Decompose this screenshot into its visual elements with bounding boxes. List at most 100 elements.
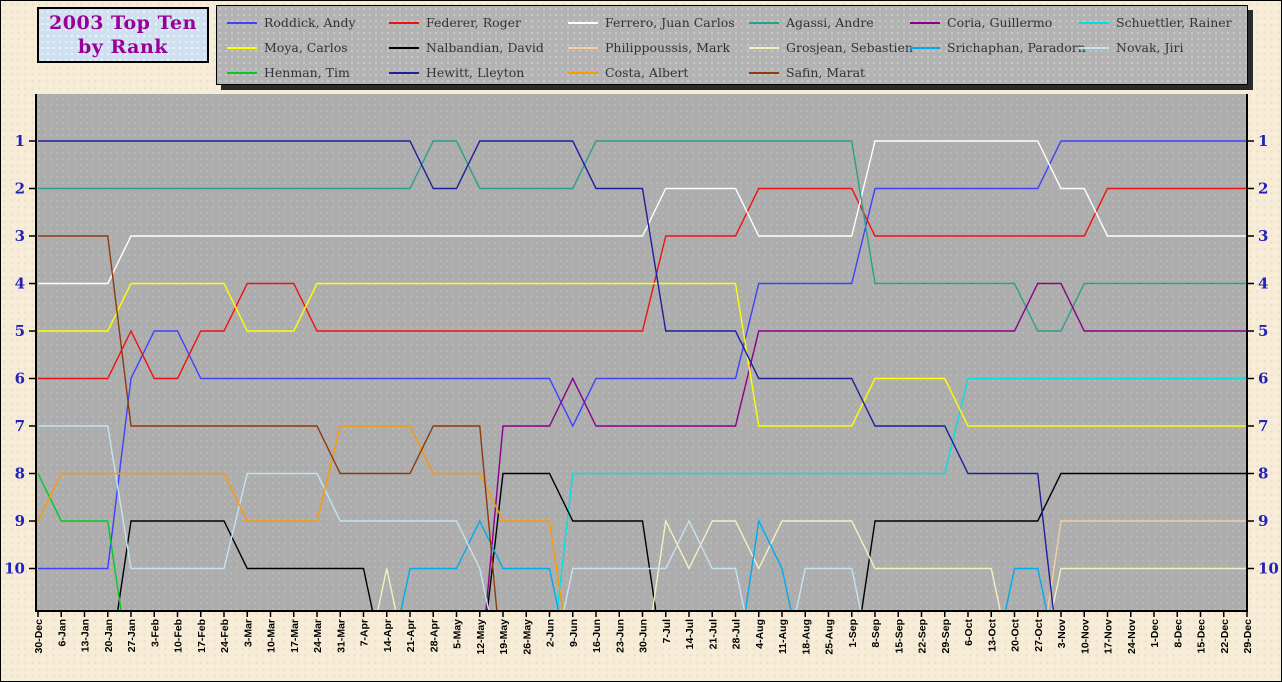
- legend-label: Coria, Guillermo: [947, 15, 1053, 30]
- x-axis-label: 12-May: [475, 619, 487, 655]
- x-axis-label: 13-Jan: [80, 619, 92, 652]
- x-axis-label: 24-Mar: [312, 619, 324, 653]
- x-axis-label: 17-Nov: [1103, 619, 1115, 654]
- y-axis-label-left: 2: [15, 180, 25, 198]
- legend-item-moya: Moya, Carlos: [227, 40, 389, 55]
- legend: Roddick, Andy Federer, Roger Ferrero, Juan…: [216, 5, 1248, 85]
- legend-item-schuettler: Schuettler, Rainer: [1079, 15, 1247, 30]
- y-axis-label-left: 7: [15, 417, 25, 435]
- chart-title-line2: by Rank: [78, 36, 168, 58]
- x-axis-label: 4-Aug: [754, 619, 766, 649]
- y-axis-label-right: 6: [1258, 370, 1268, 388]
- legend-label: Grosjean, Sebastien: [786, 40, 913, 55]
- chart-title-line1: 2003 Top Ten: [49, 12, 197, 34]
- x-axis-label: 16-Jun: [591, 619, 603, 653]
- x-axis-label: 18-Aug: [800, 619, 812, 655]
- series-line-hewitt: [38, 140, 1055, 611]
- legend-item-ferrero: Ferrero, Juan Carlos: [568, 15, 749, 30]
- series-line-agassi: [38, 140, 1247, 332]
- legend-label: Hewitt, Lleyton: [426, 65, 525, 80]
- series-line-moya: [38, 282, 1247, 427]
- x-axis-label: 22-Sep: [917, 619, 929, 653]
- legend-label: Philippoussis, Mark: [605, 40, 731, 55]
- legend-line-swatch: [389, 21, 419, 24]
- chart-title-box: 2003 Top Ten by Rank: [37, 7, 209, 63]
- legend-label: Nalbandian, David: [426, 40, 544, 55]
- legend-line-swatch: [227, 21, 257, 24]
- plot-area: [36, 94, 1247, 611]
- x-axis-label: 29-Dec: [1242, 619, 1254, 654]
- x-axis-label: 6-Oct: [963, 619, 975, 646]
- legend-label: Schuettler, Rainer: [1116, 15, 1232, 30]
- y-axis-label-right: 4: [1258, 275, 1268, 293]
- x-axis-label: 19-May: [498, 619, 510, 655]
- legend-item-safin: Safin, Marat: [749, 65, 910, 80]
- legend-item-hewitt: Hewitt, Lleyton: [389, 65, 568, 80]
- x-axis-label: 20-Oct: [1010, 619, 1022, 652]
- x-axis-label: 6-Jan: [56, 619, 68, 646]
- y-axis-label-left: 4: [15, 275, 25, 293]
- x-axis-label: 20-Jan: [103, 619, 115, 652]
- x-axis-label: 10-Nov: [1079, 619, 1091, 654]
- x-axis-label: 21-Jul: [707, 619, 719, 649]
- legend-line-swatch: [568, 71, 598, 74]
- x-axis-label: 26-May: [521, 619, 533, 655]
- x-axis-label: 22-Dec: [1219, 619, 1231, 654]
- y-axis-label-right: 5: [1258, 322, 1268, 340]
- y-axis-label-left: 9: [15, 512, 25, 530]
- x-axis-label: 15-Sep: [893, 619, 905, 653]
- x-axis-label: 25-Aug: [824, 619, 836, 655]
- legend-item-federer: Federer, Roger: [389, 15, 568, 30]
- x-axis-label: 3-Mar: [242, 619, 254, 647]
- legend-item-srichaphan: Srichaphan, Paradorn: [910, 40, 1086, 55]
- legend-label: Safin, Marat: [786, 65, 866, 80]
- x-axis-label: 5-May: [452, 619, 464, 649]
- legend-line-swatch: [568, 21, 598, 24]
- x-axis-label: 30-Dec: [33, 619, 45, 654]
- x-axis-label: 14-Jul: [684, 619, 696, 649]
- y-axis-label-left: 6: [15, 370, 25, 388]
- legend-label: Novak, Jiri: [1116, 40, 1184, 55]
- series-line-schuettler: [556, 377, 1247, 611]
- x-axis-label: 17-Feb: [196, 619, 208, 653]
- legend-label: Agassi, Andre: [786, 15, 874, 30]
- legend-line-swatch: [389, 71, 419, 74]
- legend-line-swatch: [568, 46, 598, 49]
- y-axis-label-left: 1: [15, 132, 25, 150]
- y-axis-label-left: 8: [15, 465, 25, 483]
- x-axis-label: 28-Apr: [428, 619, 440, 652]
- x-axis-label: 28-Jul: [731, 619, 743, 649]
- x-axis-label: 10-Mar: [266, 619, 278, 653]
- x-axis-label: 2-Jun: [545, 619, 557, 647]
- x-axis-label: 7-Jul: [661, 619, 673, 644]
- x-axis-label: 29-Sep: [940, 619, 952, 653]
- legend-item-agassi: Agassi, Andre: [749, 15, 910, 30]
- legend-item-coria: Coria, Guillermo: [910, 15, 1079, 30]
- legend-label: Srichaphan, Paradorn: [947, 40, 1086, 55]
- series-lines: [37, 140, 1247, 611]
- legend-line-swatch: [749, 71, 779, 74]
- x-axis-label: 27-Oct: [1033, 619, 1045, 652]
- x-axis-label: 24-Nov: [1126, 619, 1138, 654]
- legend-label: Costa, Albert: [605, 65, 689, 80]
- x-axis-label: 8-Sep: [870, 619, 882, 648]
- x-axis-label: 11-Aug: [777, 619, 789, 654]
- series-line-costa: [37, 425, 564, 611]
- x-axis-label: 13-Oct: [986, 619, 998, 652]
- series-line-safin: [38, 235, 498, 611]
- legend-label: Henman, Tim: [264, 65, 350, 80]
- legend-line-swatch: [1079, 21, 1109, 24]
- legend-line-swatch: [389, 46, 419, 49]
- legend-line-swatch: [749, 46, 779, 49]
- legend-line-swatch: [910, 46, 940, 49]
- legend-item-costa: Costa, Albert: [568, 65, 749, 80]
- legend-label: Ferrero, Juan Carlos: [605, 15, 735, 30]
- y-axis-label-right: 7: [1258, 417, 1268, 435]
- legend-label: Roddick, Andy: [264, 15, 356, 30]
- x-axis-label: 1-Dec: [1149, 619, 1161, 648]
- x-axis-label: 21-Apr: [405, 619, 417, 652]
- x-axis-label: 27-Jan: [126, 619, 138, 652]
- legend-item-henman: Henman, Tim: [227, 65, 389, 80]
- legend-label: Federer, Roger: [426, 15, 522, 30]
